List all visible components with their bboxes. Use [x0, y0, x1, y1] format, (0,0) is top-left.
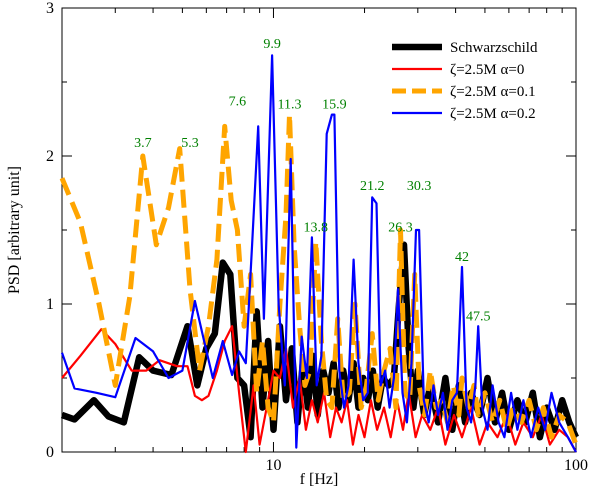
annotation-layer: 3.7 5.3 7.6 9.9 11.3 15.9 13.8 21.2 30.3 26.3 42 47… — [134, 37, 490, 324]
x-axis-label: f [Hz] — [300, 471, 339, 488]
series-line-4 — [60, 54, 577, 453]
peak-frequency-label: 7.6 — [229, 95, 247, 110]
peak-frequency-label: 13.8 — [304, 220, 329, 235]
x-tick-label: 100 — [564, 457, 588, 474]
peak-frequency-label: 42 — [455, 250, 469, 265]
peak-frequency-label: 9.9 — [263, 37, 281, 52]
legend-label: Schwarzschild — [450, 40, 538, 56]
legend-label: ζ=2.5M α=0.1 — [450, 84, 536, 100]
peak-frequency-label: 21.2 — [360, 179, 385, 194]
peak-frequency-label: 15.9 — [322, 98, 347, 113]
series-line-2 — [61, 325, 577, 454]
y-axis-label: PSD [arbitrary unit] — [6, 166, 23, 294]
peak-frequency-label: 5.3 — [181, 136, 199, 151]
peak-frequency-label: 11.3 — [278, 98, 302, 113]
peak-frequency-label: 26.3 — [388, 220, 413, 235]
y-tick-label: 0 — [46, 444, 54, 461]
series-layer — [59, 54, 579, 454]
y-tick-label: 3 — [46, 0, 54, 17]
x-tick-label: 10 — [265, 457, 281, 474]
legend: Schwarzschild ζ=2.5M α=0 ζ=2.5M α=0.1 ζ=2.5… — [392, 40, 538, 122]
peak-frequency-label: 30.3 — [407, 179, 432, 194]
y-tick-label: 1 — [46, 296, 54, 313]
peak-frequency-label: 47.5 — [466, 309, 491, 324]
tick-layer: 0 1 2 3 10 100 — [46, 0, 588, 474]
legend-label: ζ=2.5M α=0.2 — [450, 106, 536, 122]
legend-label: ζ=2.5M α=0 — [450, 62, 524, 78]
peak-frequency-label: 3.7 — [134, 136, 152, 151]
y-tick-label: 2 — [46, 148, 54, 165]
